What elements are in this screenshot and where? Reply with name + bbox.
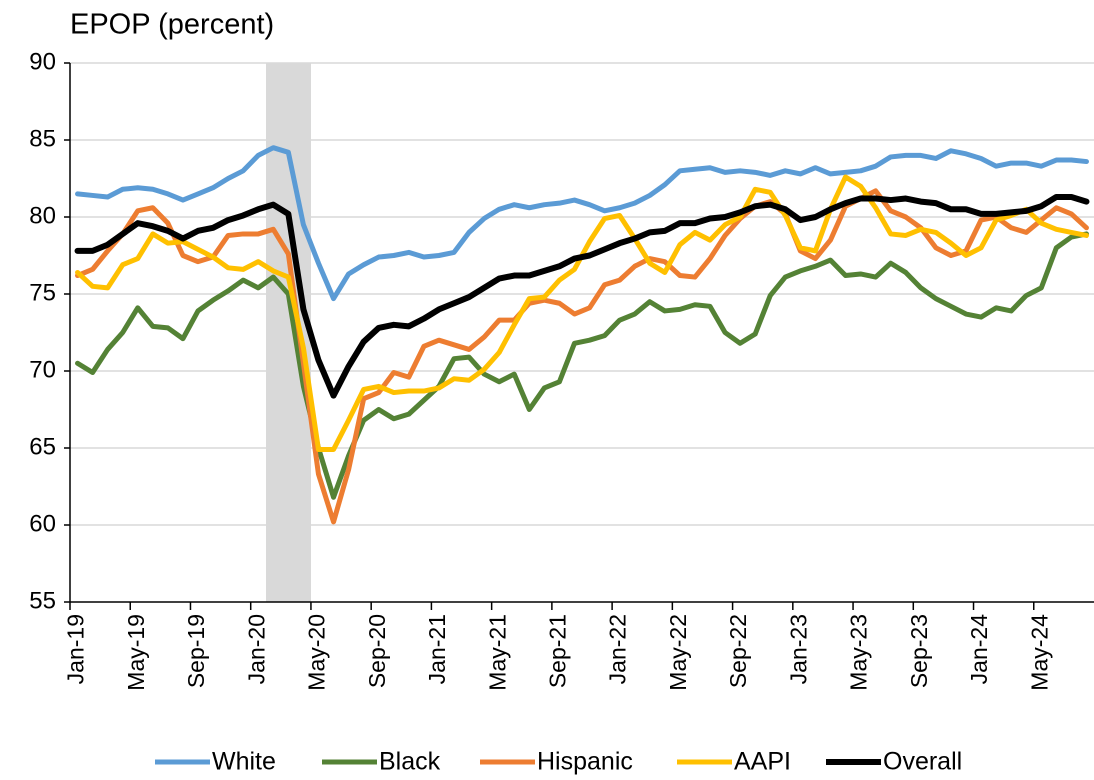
legend-label: Black	[379, 748, 441, 776]
x-tick-label: Sep-22	[725, 614, 751, 688]
y-tick-label: 70	[29, 356, 56, 383]
y-tick-label: 65	[29, 433, 56, 460]
series-line	[75, 188, 1089, 525]
x-tick-label: Sep-20	[364, 614, 390, 688]
legend-label: Overall	[883, 748, 962, 776]
y-tick-label: 90	[29, 48, 56, 75]
x-tick-label: Sep-23	[906, 614, 932, 688]
series-line	[75, 145, 1089, 302]
x-tick-label: Jan-22	[605, 614, 631, 684]
x-tick-label: May-24	[1026, 614, 1052, 691]
legend-label: Hispanic	[537, 748, 633, 776]
y-tick-label: 55	[29, 587, 56, 614]
x-tick-label: Jan-19	[63, 614, 89, 684]
series-line	[75, 231, 1089, 500]
x-tick-label: Sep-21	[544, 614, 570, 688]
y-tick-label: 60	[29, 510, 56, 537]
legend-label: White	[212, 748, 276, 776]
x-tick-label: Jan-24	[966, 614, 992, 685]
x-tick-label: Jan-20	[243, 614, 269, 684]
x-tick-label: May-23	[846, 614, 872, 691]
y-tick-label: 85	[29, 125, 56, 152]
y-tick-label: 80	[29, 202, 56, 229]
x-tick-label: Sep-19	[183, 614, 209, 688]
x-tick-label: Jan-23	[785, 614, 811, 684]
x-tick-label: May-19	[123, 614, 149, 691]
series-line	[74, 193, 1090, 399]
chart-title: EPOP (percent)	[70, 9, 274, 41]
x-tick-label: May-22	[665, 614, 691, 691]
x-tick-label: May-20	[304, 614, 330, 691]
x-tick-label: Jan-21	[424, 614, 450, 684]
recession-shade	[266, 63, 311, 602]
y-tick-label: 75	[29, 279, 56, 306]
x-tick-label: May-21	[484, 614, 510, 691]
legend-label: AAPI	[734, 748, 791, 776]
